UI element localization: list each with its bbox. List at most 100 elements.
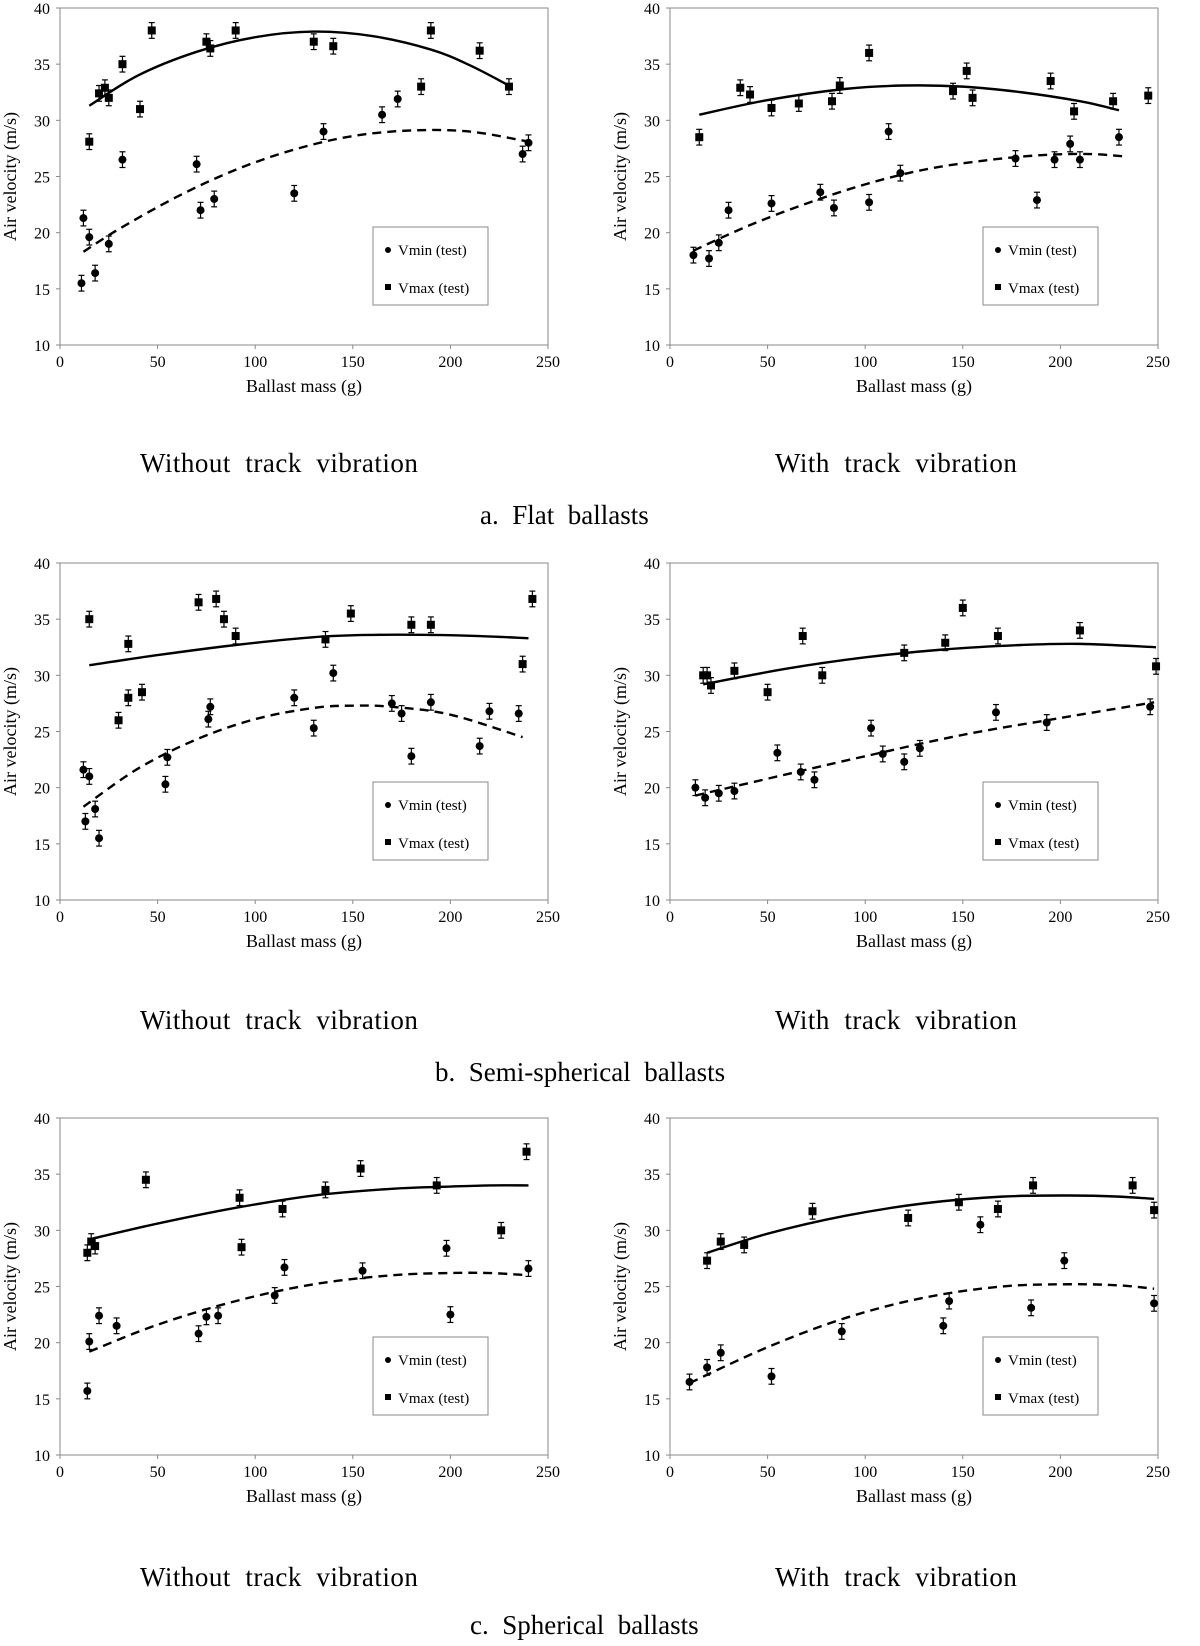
y-tick-label: 20 <box>644 781 660 798</box>
vmin-point <box>1027 1303 1036 1312</box>
legend-vmax-marker <box>385 839 391 845</box>
vmin-point <box>104 239 113 248</box>
x-tick-label: 200 <box>438 354 462 371</box>
vmin-point <box>884 127 893 136</box>
vmax-point <box>95 89 104 98</box>
legend: Vmin (test) Vmax (test) <box>982 226 1099 306</box>
y-tick-label: 20 <box>34 781 50 798</box>
y-tick-label: 25 <box>644 170 660 187</box>
vmin-fit-curve <box>692 152 1123 252</box>
vmax-point <box>1075 626 1084 635</box>
y-tick-label: 10 <box>34 1448 50 1465</box>
vmin-point <box>81 817 90 826</box>
vmin-point <box>393 94 402 103</box>
vmin-point <box>85 772 94 781</box>
vmin-point <box>939 1321 948 1330</box>
x-tick-label: 100 <box>853 909 877 926</box>
y-tick-label: 35 <box>644 612 660 629</box>
vmin-point <box>280 1263 289 1272</box>
y-tick-label: 20 <box>644 1336 660 1353</box>
y-tick-label: 35 <box>644 57 660 74</box>
vmax-point <box>763 688 772 697</box>
vmin-point <box>865 198 874 207</box>
chart-c-right: 0 50 100 150 200 250 10 15 20 25 30 35 40 Ballast mas… <box>610 1111 1170 1507</box>
y-tick-label: 20 <box>34 1336 50 1353</box>
vmax-fit-curve <box>89 1184 529 1241</box>
legend: Vmin (test) Vmax (test) <box>372 781 489 861</box>
vmin-point <box>204 715 213 724</box>
caption-b: b. Semi-spherical ballasts <box>435 1057 726 1087</box>
vmax-point <box>716 1237 725 1246</box>
vmax-point <box>958 603 967 612</box>
vmin-point <box>112 1321 121 1330</box>
x-tick-label: 250 <box>1146 354 1170 371</box>
legend-vmax-marker <box>385 1394 391 1400</box>
legend-vmax-label: Vmax (test) <box>398 836 469 852</box>
vmax-point <box>504 82 513 91</box>
vmax-point <box>237 1243 246 1252</box>
y-axis-label: Air velocity (m/s) <box>0 112 21 241</box>
x-axis-label: Ballast mass (g) <box>246 376 362 397</box>
y-tick-label: 20 <box>34 226 50 243</box>
y-tick-label: 25 <box>34 725 50 742</box>
vmin-point <box>867 724 876 733</box>
vmax-fit-curve <box>88 30 510 107</box>
y-tick-label: 30 <box>644 113 660 130</box>
vmax-point <box>1029 1181 1038 1190</box>
legend-vmax-label: Vmax (test) <box>398 1391 469 1407</box>
vmax-point <box>706 681 715 690</box>
vmin-point <box>192 160 201 169</box>
x-tick-label: 0 <box>666 354 674 371</box>
legend-vmin-label: Vmin (test) <box>398 798 467 814</box>
vmin-point <box>524 138 533 147</box>
vmax-point <box>962 66 971 75</box>
y-tick-label: 30 <box>34 668 50 685</box>
vmin-fit-curve <box>82 704 523 808</box>
vmax-point <box>941 638 950 647</box>
vmax-point <box>136 105 145 114</box>
vmax-point <box>426 26 435 35</box>
x-tick-label: 200 <box>1048 1464 1072 1481</box>
vmax-point <box>194 598 203 607</box>
legend-vmin-label: Vmin (test) <box>1008 1353 1077 1369</box>
vmin-point <box>991 708 1000 717</box>
vmax-point <box>528 594 537 603</box>
vmax-point <box>206 44 215 53</box>
vmin-point <box>796 767 805 776</box>
x-axis-label: Ballast mass (g) <box>856 1486 972 1507</box>
vmin-point <box>161 780 170 789</box>
vmin-point <box>714 789 723 798</box>
vmin-point <box>716 1348 725 1357</box>
vmax-point <box>124 639 133 648</box>
chart-panel-c-left: 0 50 100 150 200 250 10 15 20 25 30 35 40 Ballast mas… <box>0 1110 580 1530</box>
y-tick-label: 25 <box>34 1280 50 1297</box>
y-axis-label: Air velocity (m/s) <box>0 1222 21 1351</box>
vmax-point <box>219 615 228 624</box>
legend-vmin-label: Vmin (test) <box>1008 798 1077 814</box>
legend-vmin-marker <box>995 247 1001 253</box>
vmax-point <box>329 42 338 51</box>
x-tick-label: 250 <box>1146 909 1170 926</box>
vmin-point <box>95 834 104 843</box>
vmax-point <box>865 48 874 57</box>
legend: Vmin (test) Vmax (test) <box>372 1336 489 1416</box>
vmax-point <box>407 620 416 629</box>
x-tick-label: 50 <box>760 354 776 371</box>
x-tick-label: 100 <box>243 1464 267 1481</box>
x-tick-label: 150 <box>341 354 365 371</box>
legend: Vmin (test) Vmax (test) <box>982 1336 1099 1416</box>
y-tick-label: 40 <box>34 556 50 573</box>
vmax-point <box>828 97 837 106</box>
chart-panel-a-right: 0 50 100 150 200 250 10 15 20 25 30 35 40 Ballast mas… <box>610 0 1190 420</box>
x-tick-label: 50 <box>150 1464 166 1481</box>
vmin-point <box>1066 139 1075 148</box>
vmin-point <box>77 279 86 288</box>
vmin-point <box>194 1329 203 1338</box>
vmin-point <box>407 752 416 761</box>
vmax-point <box>746 90 755 99</box>
vmax-point <box>321 635 330 644</box>
vmax-point <box>954 1198 963 1207</box>
vmin-point <box>703 1363 712 1372</box>
vmax-point <box>231 632 240 641</box>
caption-a: a. Flat ballasts <box>480 500 649 530</box>
